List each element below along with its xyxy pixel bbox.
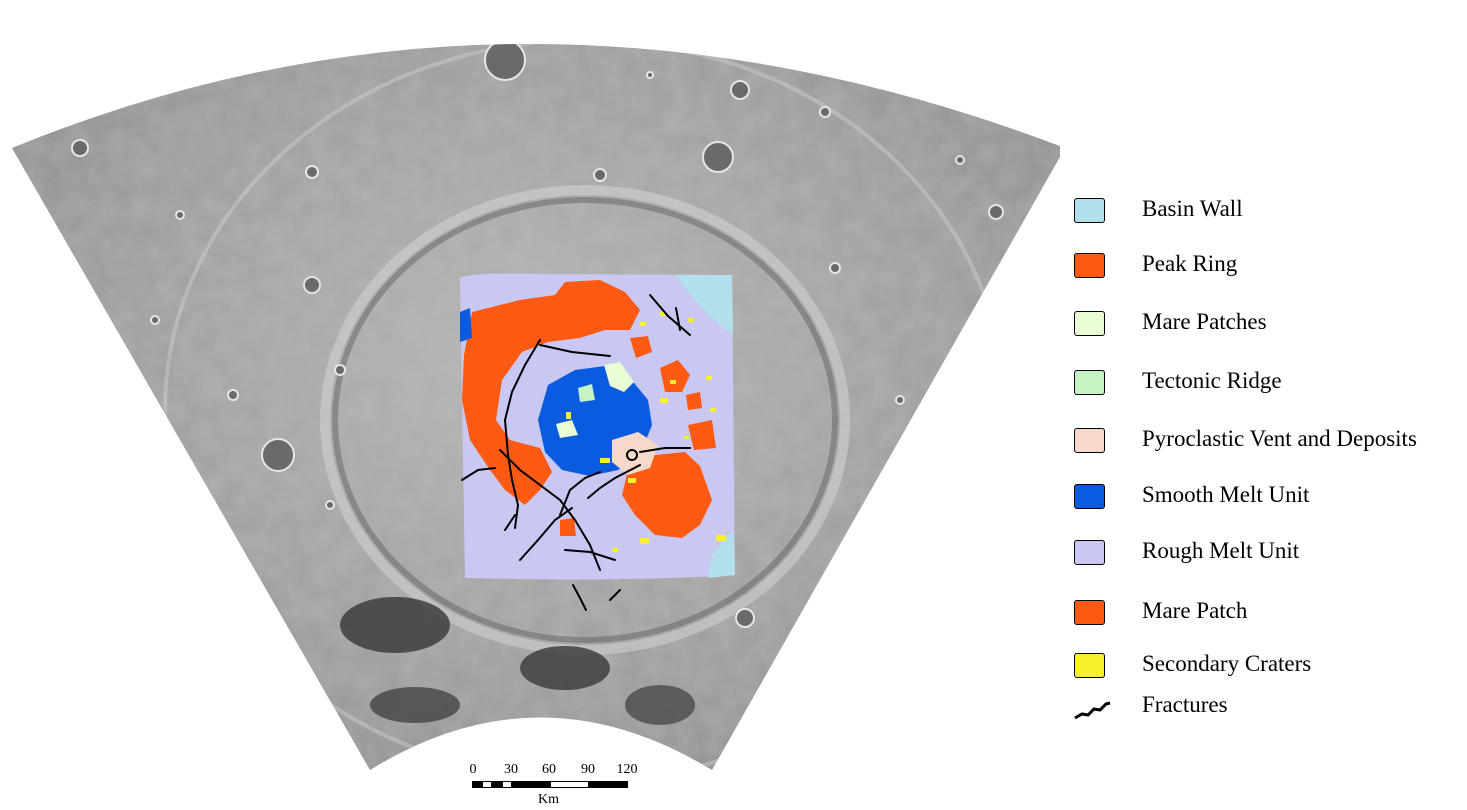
basin-wall-swatch xyxy=(1074,198,1105,223)
legend-label: Fractures xyxy=(1142,692,1228,717)
legend-item-basin-wall: Basin Wall xyxy=(1072,192,1467,228)
scale-segment xyxy=(550,781,589,788)
scale-tick-90: 90 xyxy=(581,762,595,777)
legend-item-fractures: Fractures xyxy=(1072,688,1467,724)
legend-item-tectonic-ridge: Tectonic Ridge xyxy=(1072,364,1467,400)
legend-label: Mare Patches xyxy=(1142,309,1267,334)
smooth-melt-swatch xyxy=(1074,484,1105,509)
legend-label: Secondary Craters xyxy=(1142,651,1312,676)
fracture-lines xyxy=(461,294,691,611)
legend-label: Smooth Melt Unit xyxy=(1142,482,1310,507)
mare-patches-swatch xyxy=(1074,311,1105,336)
scale-bar: 0 30 60 90 120 Km xyxy=(466,762,638,810)
mare-patch-unit xyxy=(560,518,576,536)
tectonic-ridge-swatch xyxy=(1074,370,1105,395)
mare-patch-unit xyxy=(660,360,690,392)
mare-patches-unit xyxy=(556,420,578,438)
legend-item-mare-patch: Mare Patch xyxy=(1072,594,1467,630)
basin-geologic-map xyxy=(12,44,1060,770)
mare-patch-unit xyxy=(630,336,652,358)
secondary-craters-swatch xyxy=(1074,653,1105,678)
mare-patch-unit xyxy=(622,452,712,538)
rough-melt-swatch xyxy=(1074,540,1105,565)
legend-label: Tectonic Ridge xyxy=(1142,368,1282,393)
legend-label: Rough Melt Unit xyxy=(1142,538,1300,563)
legend-item-pyroclastic: Pyroclastic Vent and Deposits xyxy=(1072,422,1467,458)
geologic-units-overlay xyxy=(460,273,735,611)
scale-segment xyxy=(492,781,502,788)
mare-patch-unit xyxy=(686,392,702,410)
scale-tick-30: 30 xyxy=(504,762,518,777)
legend-label: Mare Patch xyxy=(1142,598,1248,623)
scale-unit: Km xyxy=(538,792,559,807)
legend-item-mare-patches: Mare Patches xyxy=(1072,305,1467,341)
mare-patches-unit xyxy=(604,362,634,392)
legend-item-smooth-melt: Smooth Melt Unit xyxy=(1072,478,1467,514)
mare-patch-swatch xyxy=(1074,600,1105,625)
scale-segment xyxy=(512,781,550,788)
mare-patch-unit xyxy=(688,420,716,450)
basin-wall-unit xyxy=(675,275,733,335)
legend-item-rough-melt: Rough Melt Unit xyxy=(1072,534,1467,570)
smooth-melt-unit xyxy=(460,308,472,342)
legend-label: Peak Ring xyxy=(1142,251,1238,276)
scale-tick-0: 0 xyxy=(469,762,477,777)
legend-item-secondary-craters: Secondary Craters xyxy=(1072,647,1467,683)
basin-wall-unit-south xyxy=(708,530,735,578)
scale-segment xyxy=(482,781,492,788)
legend-label: Basin Wall xyxy=(1142,196,1243,221)
scale-segment xyxy=(472,781,482,788)
tectonic-ridge-unit xyxy=(578,384,595,402)
fracture-line-icon xyxy=(1074,701,1111,720)
pyroclastic-swatch xyxy=(1074,428,1105,453)
peak-ring-swatch xyxy=(1074,253,1105,278)
pyroclastic-vent xyxy=(626,449,638,461)
legend-label: Pyroclastic Vent and Deposits xyxy=(1142,426,1417,451)
scale-segment xyxy=(589,781,628,788)
scale-tick-60: 60 xyxy=(542,762,556,777)
scale-tick-120: 120 xyxy=(616,762,638,777)
scale-segment xyxy=(502,781,512,788)
secondary-craters xyxy=(566,312,726,552)
legend-item-peak-ring: Peak Ring xyxy=(1072,247,1467,283)
pyroclastic-unit xyxy=(612,432,658,475)
